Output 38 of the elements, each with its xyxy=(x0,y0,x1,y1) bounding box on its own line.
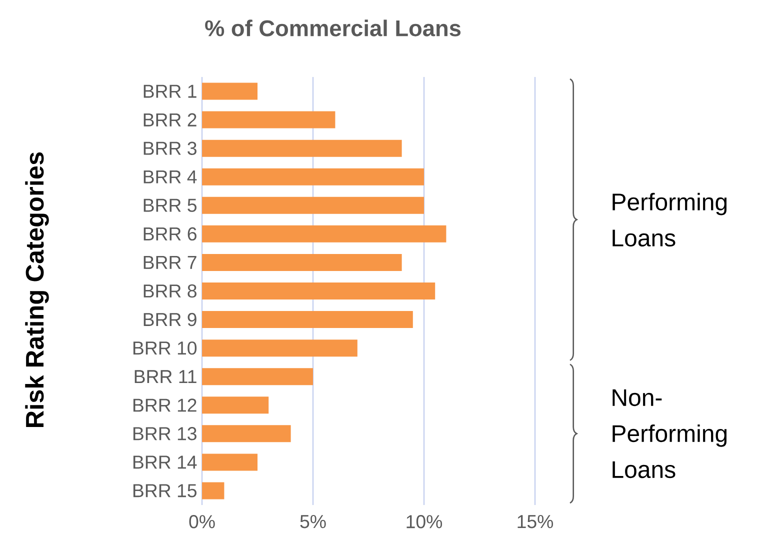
bar xyxy=(202,311,413,328)
bar xyxy=(202,340,358,357)
bar xyxy=(202,82,258,100)
y-tick-label: BRR 8 xyxy=(144,284,196,298)
y-tick-label: BRR 5 xyxy=(144,198,196,212)
y-tick-label: BRR 6 xyxy=(144,227,196,241)
bar xyxy=(202,368,314,386)
text: Performing Loans xyxy=(612,192,727,247)
bar xyxy=(202,282,436,300)
bar xyxy=(202,225,446,242)
bar xyxy=(202,196,424,214)
x-tick-label: 15% xyxy=(518,515,554,528)
x-tick-label: 5% xyxy=(300,515,326,528)
y-tick-label: BRR 3 xyxy=(144,142,196,155)
y-tick-label: BRR 13 xyxy=(133,427,196,440)
chart-title: % of Commercial Loans xyxy=(205,20,461,36)
bar xyxy=(202,140,402,157)
x-tick-label: 0% xyxy=(189,515,215,528)
bar xyxy=(202,454,258,471)
bar xyxy=(202,254,402,271)
bar xyxy=(202,396,269,414)
y-tick-label: BRR 4 xyxy=(144,170,197,184)
y-tick-label: BRR 7 xyxy=(144,256,196,269)
y-tick-label: BRR 2 xyxy=(144,113,196,126)
y-tick-label: BRR 9 xyxy=(144,312,196,326)
text: Non-Performing Loans xyxy=(612,389,727,478)
y-tick-label: BRR 1 xyxy=(144,84,196,98)
bar xyxy=(202,111,336,128)
y-tick-label: BRR 15 xyxy=(133,484,196,498)
y-tick-label: BRR 14 xyxy=(133,456,197,469)
y-tick-label: BRR 12 xyxy=(133,398,196,412)
y-axis-title: Risk Rating Categories xyxy=(25,152,49,427)
y-tick-label: BRR 11 xyxy=(134,370,196,384)
bar xyxy=(202,482,224,500)
bar xyxy=(202,168,424,186)
y-tick-label: BRR 10 xyxy=(133,341,197,355)
x-tick-label: 10% xyxy=(406,515,442,528)
bar xyxy=(202,425,291,442)
